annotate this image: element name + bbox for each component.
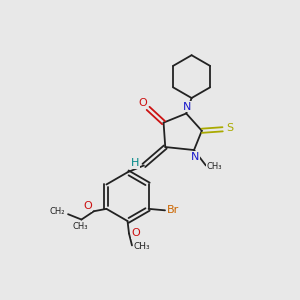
Text: CH₃: CH₃ (72, 222, 88, 231)
Text: O: O (138, 98, 147, 108)
Text: Br: Br (167, 205, 179, 215)
Text: methyl: methyl (212, 167, 217, 169)
Text: CH₂: CH₂ (50, 207, 65, 216)
Text: O: O (131, 228, 140, 238)
Text: CH₃: CH₃ (133, 242, 150, 251)
Text: O: O (83, 201, 92, 211)
Text: CH₃: CH₃ (206, 162, 222, 171)
Text: N: N (191, 152, 200, 162)
Text: H: H (131, 158, 139, 168)
Text: S: S (226, 123, 234, 133)
Text: N: N (183, 102, 191, 112)
